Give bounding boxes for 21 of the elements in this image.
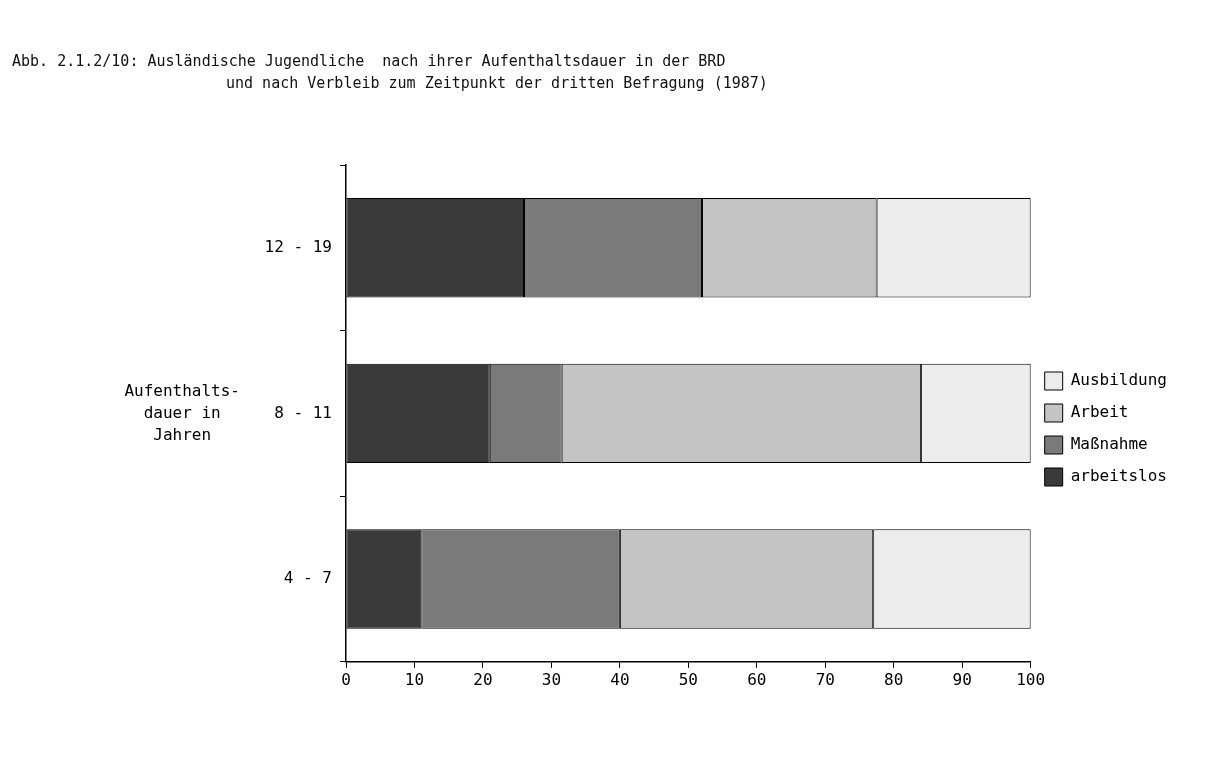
chart-subtitle: und nach Verbleib zum Zeitpunkt der dritten Befragung (1987) (226, 74, 768, 92)
x-tick-label: 100 (1016, 669, 1046, 689)
x-tick-label: 10 (404, 669, 425, 689)
x-tick-label: 40 (610, 669, 630, 689)
x-tick-label: 70 (815, 669, 835, 689)
chart-title: Abb. 2.1.2/10: Ausländische Jugendliche nach ihrer Aufenthaltsdauer in der BRD (12, 52, 726, 70)
x-tick-label: 60 (747, 669, 767, 689)
x-tick-label: 90 (952, 669, 972, 689)
legend-label: arbeitslos (1070, 466, 1167, 486)
x-tick-label: 30 (541, 669, 562, 689)
y-tick-label: 12 - 19 (264, 236, 332, 256)
legend-label: Arbeit (1070, 402, 1129, 422)
y-tick-label: 8 - 11 (274, 402, 332, 422)
x-tick-label: 50 (678, 669, 698, 689)
x-tick-label: 80 (884, 669, 904, 689)
legend-label: Ausbildung (1070, 370, 1167, 390)
y-axis-title: Aufenthalts- dauer in Jahren (124, 380, 240, 444)
legend-label: Maßnahme (1070, 434, 1148, 454)
x-tick-label: 0 (341, 669, 351, 689)
x-tick-label: 20 (473, 669, 493, 689)
y-tick-label: 4 - 7 (283, 568, 332, 588)
